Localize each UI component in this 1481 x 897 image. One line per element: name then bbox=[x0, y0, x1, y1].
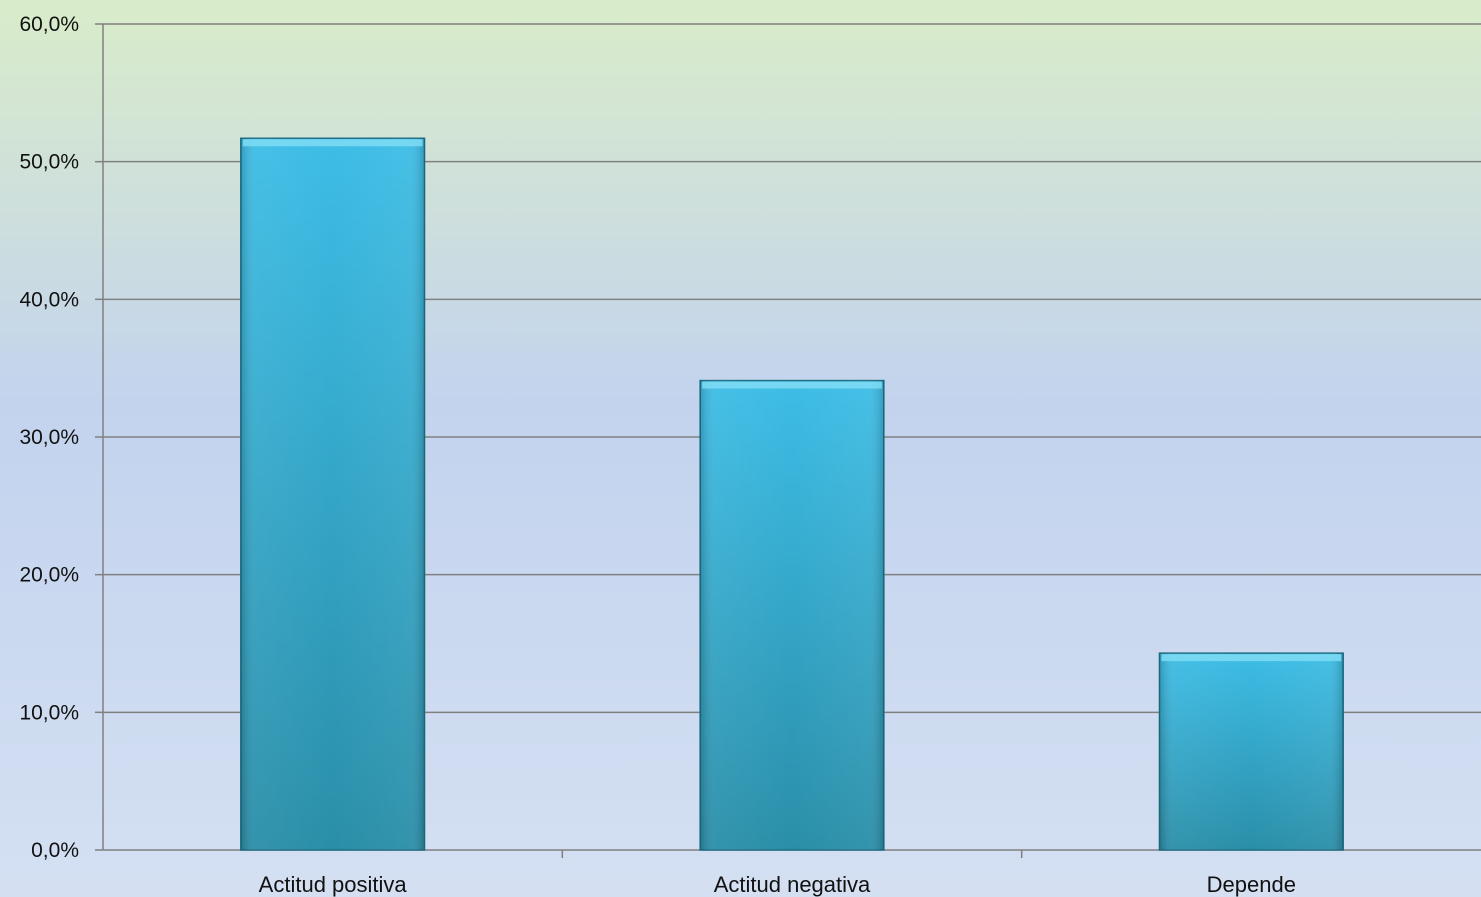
bar bbox=[240, 137, 426, 851]
y-tick-label: 40,0% bbox=[19, 288, 79, 311]
bar-top-bevel bbox=[242, 139, 423, 147]
bar-shading bbox=[700, 380, 884, 850]
bar bbox=[699, 379, 885, 851]
labels: 0,0% 10,0% 20,0% 30,0% 40,0% 50,0% 60,0% Actitu… bbox=[19, 13, 1296, 897]
bar bbox=[1158, 652, 1344, 851]
x-category-label: Actitud negativa bbox=[714, 872, 871, 897]
y-tick-label: 60,0% bbox=[19, 13, 79, 36]
x-category-label: Depende bbox=[1207, 872, 1296, 897]
bars bbox=[240, 137, 1344, 851]
y-tick-label: 10,0% bbox=[19, 701, 79, 724]
bar-top-bevel bbox=[702, 381, 882, 389]
y-tick-label: 20,0% bbox=[19, 564, 79, 587]
y-tick-label: 0,0% bbox=[31, 839, 79, 862]
bar-shading bbox=[1159, 653, 1344, 850]
x-category-label: Actitud positiva bbox=[259, 872, 408, 897]
bar-shading bbox=[240, 138, 425, 851]
y-tick-label: 50,0% bbox=[19, 151, 79, 174]
y-tick-label: 30,0% bbox=[19, 426, 79, 449]
bar-top-bevel bbox=[1161, 654, 1342, 662]
